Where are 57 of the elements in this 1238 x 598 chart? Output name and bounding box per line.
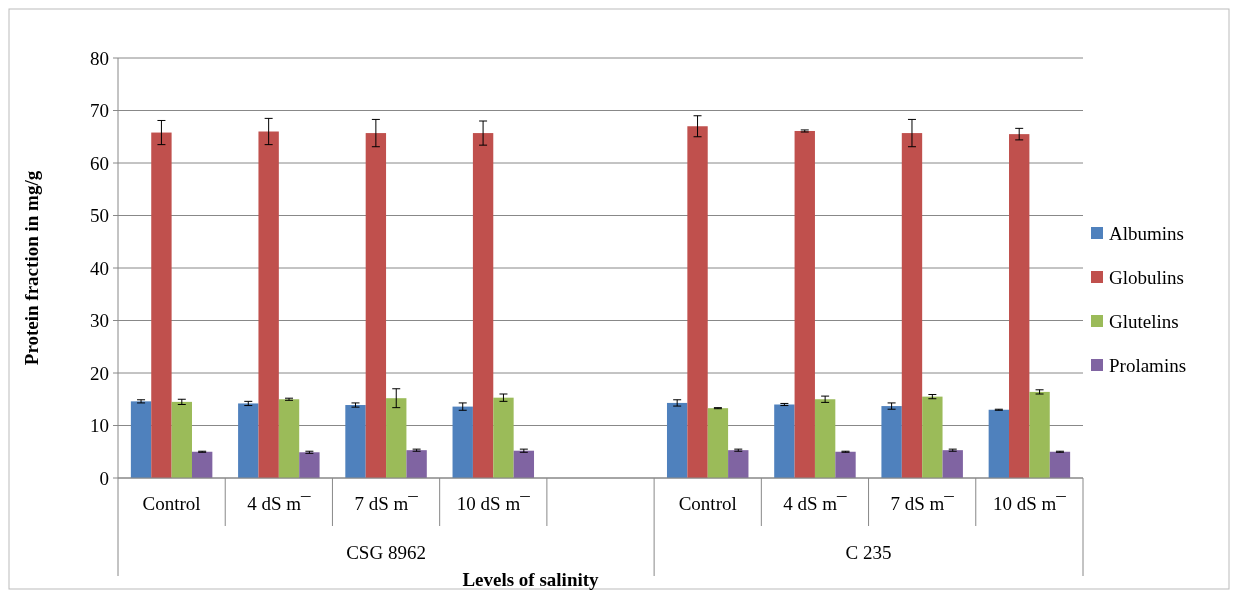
x-tick-label: 4 dS m¯ [783,493,848,514]
legend-label: Prolamins [1109,354,1187,376]
x-tick-label: Control [678,493,737,514]
bar [922,396,943,478]
x-tick-label: 4 dS m¯ [247,493,311,514]
bar [130,401,152,478]
x-tick-label: 10 dS m¯ [992,493,1067,514]
bar [191,451,213,478]
bar [794,130,815,478]
bar [728,450,749,478]
x-axis-title: Levels of salinity [462,569,600,590]
bar [988,409,1010,478]
bar [365,133,387,478]
bar [666,402,688,478]
bar [278,399,300,478]
bar [493,397,514,478]
bar [238,403,259,478]
y-tick-label: 20 [90,362,109,384]
y-axis-title: Protein fraction in mg/g [21,170,42,366]
y-tick-label: 30 [90,310,109,332]
y-tick-label: 60 [90,152,109,174]
text: CSG 8962 [346,542,426,563]
text: C 235 [845,542,892,563]
bar [707,408,729,478]
bar [299,452,320,478]
bar [386,398,407,478]
bar [901,133,923,478]
bar [513,450,535,478]
x-tick-label: 7 dS m¯ [890,493,955,514]
bar [406,450,427,478]
legend-label: Glutelins [1109,310,1179,332]
y-tick-label: 80 [90,47,109,69]
bar [774,404,795,478]
bar [345,405,366,478]
bar [452,406,473,478]
bar [171,401,192,478]
bar [1009,134,1030,478]
x-tick-label: 10 dS m¯ [456,493,531,514]
bar [258,131,279,478]
bar [942,450,963,478]
bar [835,451,856,478]
bar [151,132,172,478]
y-tick-label: 10 [90,415,109,437]
y-tick-label: 0 [99,467,109,489]
bar [687,126,708,478]
bar [1029,391,1050,478]
x-tick-label: 7 dS m¯ [354,493,419,514]
y-tick-label: 70 [90,100,109,122]
x-tick-label: Control [142,493,201,514]
y-tick-label: 50 [90,205,109,227]
y-tick-label: 40 [90,257,109,279]
bar [814,399,836,478]
legend-label: Albumins [1109,222,1184,244]
bar [472,133,494,478]
bar [1049,451,1071,478]
bar [881,406,902,478]
legend-label: Globulins [1109,266,1184,288]
